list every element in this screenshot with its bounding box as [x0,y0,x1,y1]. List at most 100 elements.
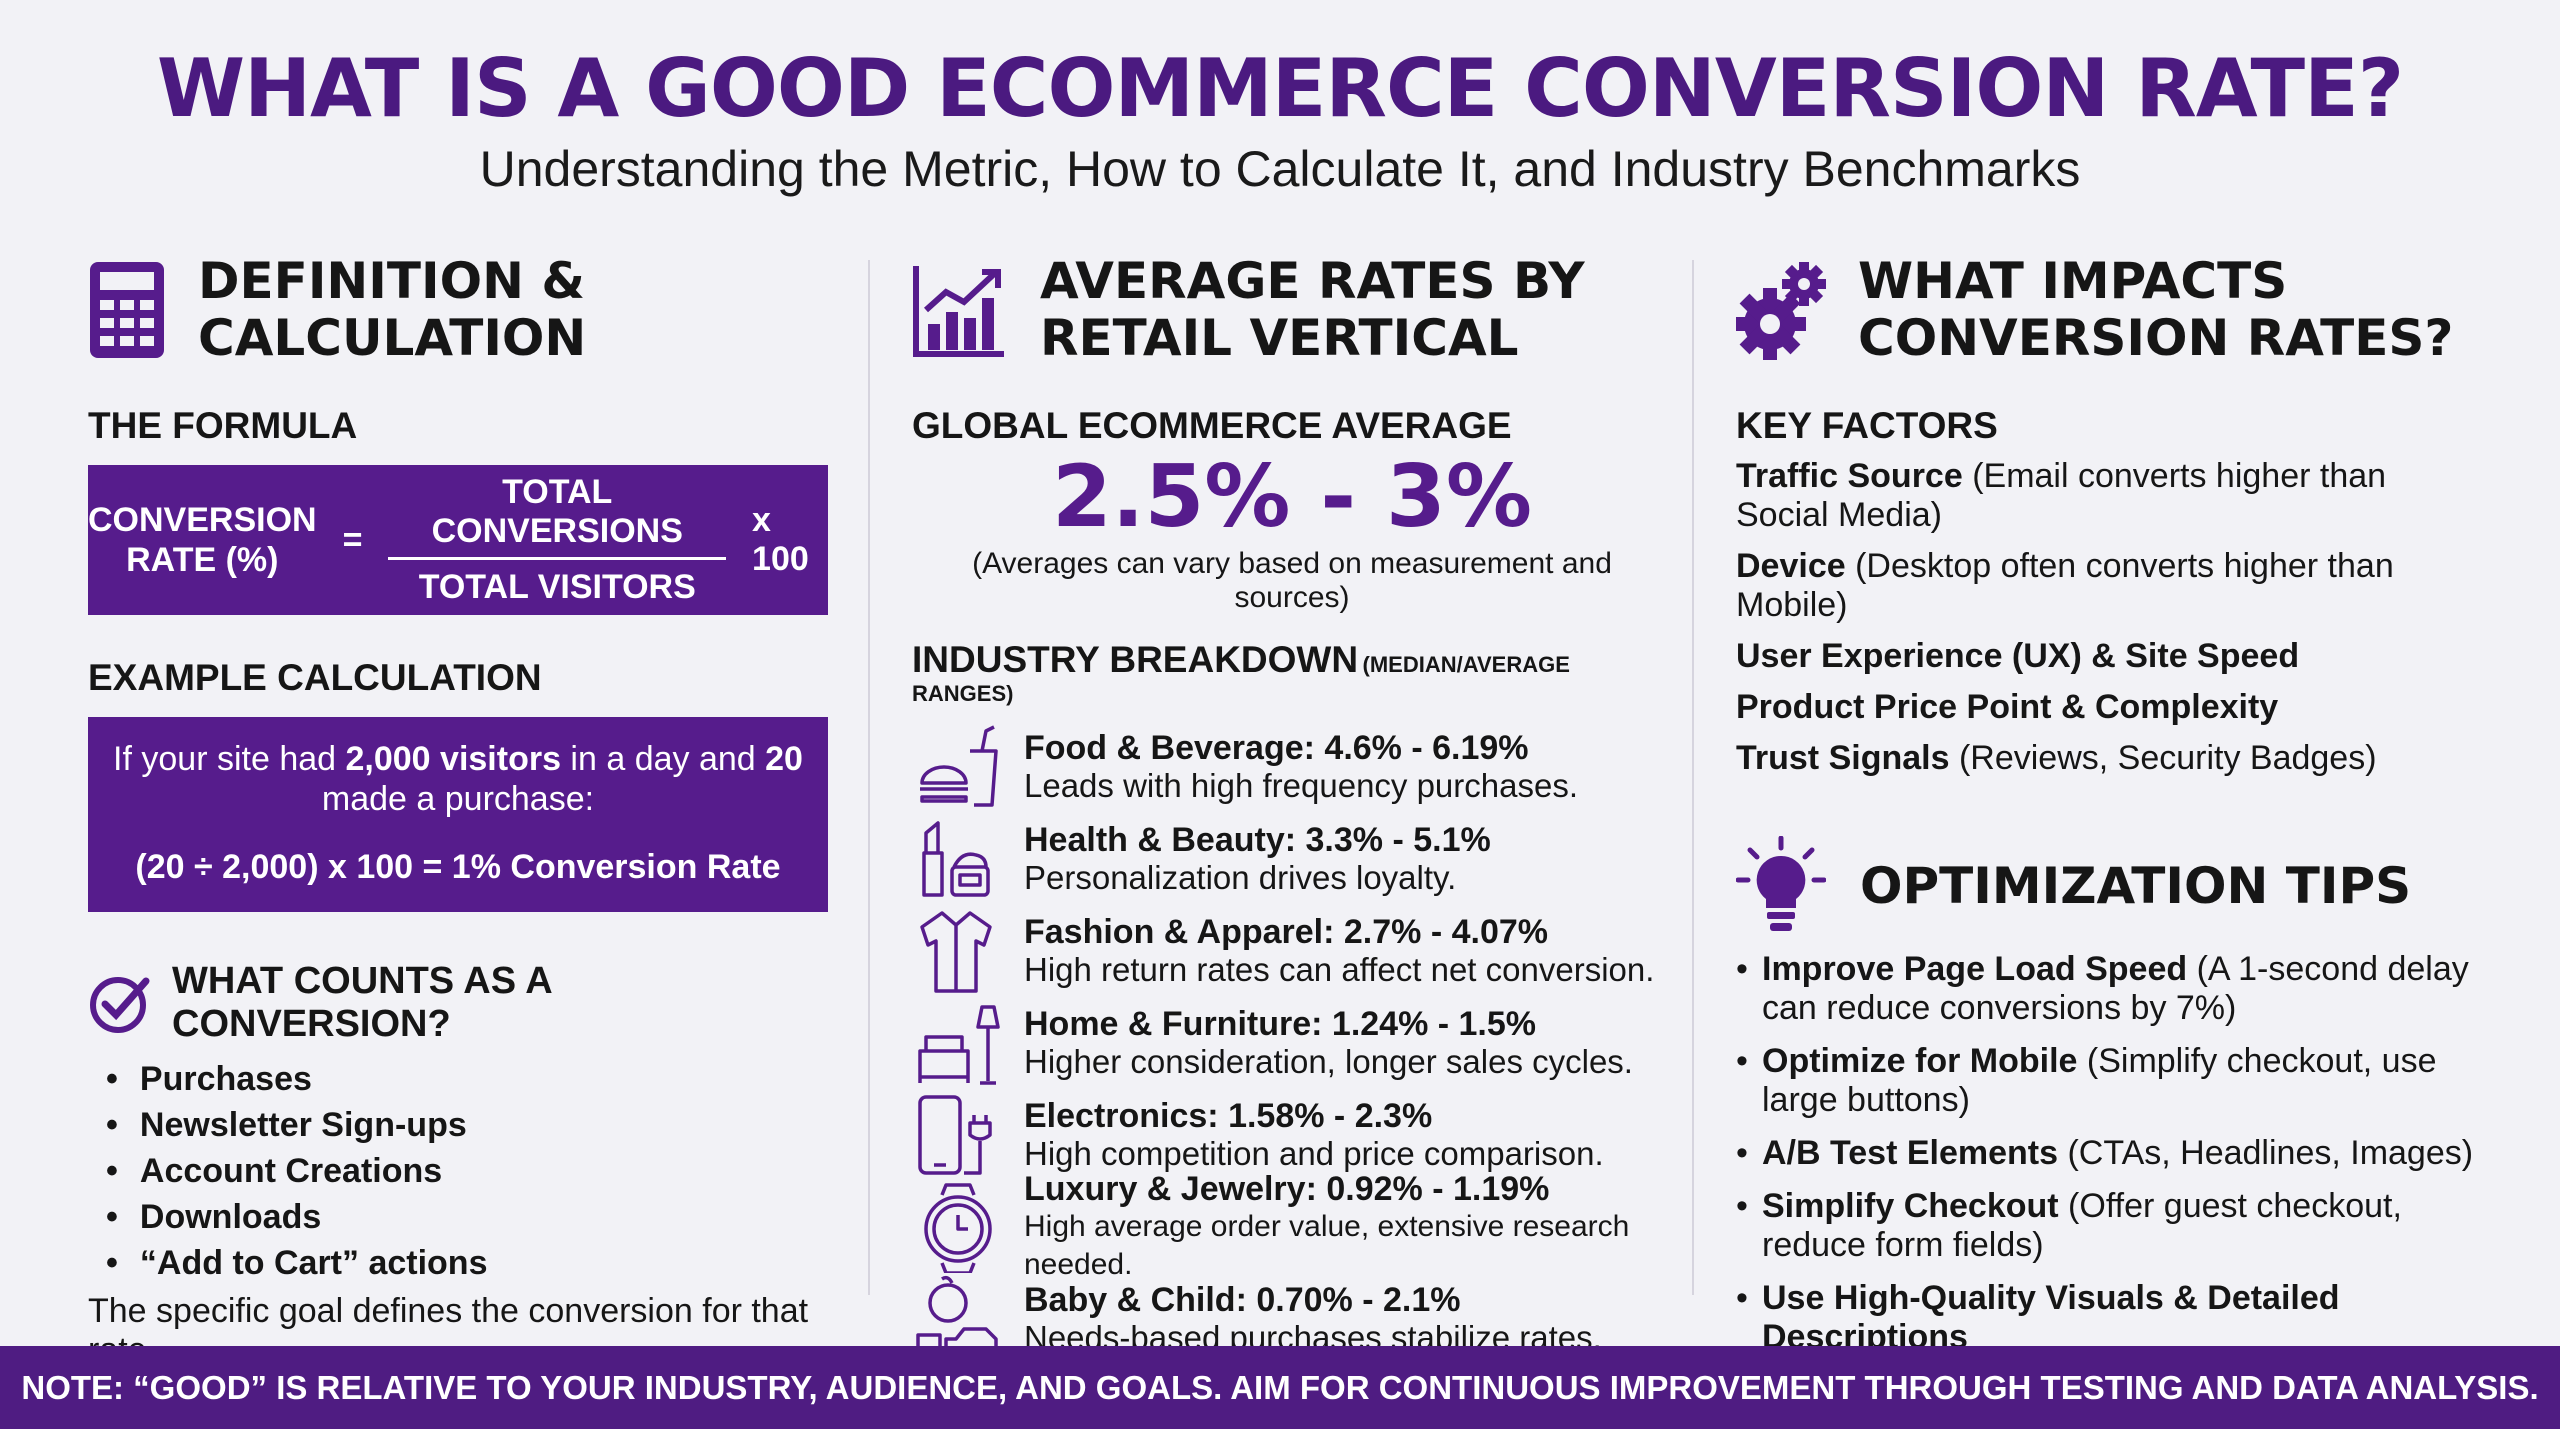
formula-multiplier: x 100 [752,501,809,578]
industry-range: 0.70% - 2.1% [1256,1281,1461,1319]
conversion-type-label: Newsletter Sign-ups [139,1106,467,1144]
conversion-type-item: • Downloads [106,1198,322,1236]
tip-title: Improve Page Load Speed [1762,950,2188,988]
lipstick-cream-icon [912,813,1004,905]
definition-section: DEFINITION & CALCULATION THE FORMULA CONV… [88,252,828,1370]
industry-name: Baby & Child: [1024,1281,1247,1319]
industry-desc: Personalization drives loyalty. [1024,859,1457,896]
section-heading: CONVERSION RATES? [1858,309,2454,367]
conversion-type-item: • Newsletter Sign-ups [106,1106,467,1144]
global-heading: GLOBAL ECOMMERCE AVERAGE [912,405,1512,446]
section-heading: DEFINITION & [198,252,585,310]
key-factor: User Experience (UX) & Site Speed [1736,637,2476,676]
industry-item: Health & Beauty: 3.3% - 5.1% Personaliza… [912,813,1672,905]
gears-icon [1736,260,1826,360]
industry-range: 4.6% - 6.19% [1324,729,1529,767]
sofa-lamp-icon [912,997,1004,1089]
industry-name: Health & Beauty: [1024,821,1297,859]
example-result: (20 ÷ 2,000) x 100 = 1% Conversion Rate [135,848,781,886]
formula-denominator: TOTAL VISITORS [418,568,696,606]
watch-icon [912,1181,1004,1273]
phone-plug-icon [912,1089,1004,1181]
section-heading: AVERAGE RATES BY [1040,252,1585,310]
tip-title: Optimize for Mobile [1762,1042,2078,1080]
optimization-tip: • Improve Page Load Speed (A 1-second del… [1736,950,2469,1027]
formula-equals: = [342,520,363,559]
bar-chart-growth-icon [912,262,1008,358]
industry-name: Fashion & Apparel: [1024,913,1335,951]
industry-range: 3.3% - 5.1% [1305,821,1491,859]
tip-title: Simplify Checkout [1762,1187,2059,1225]
industry-desc: High return rates can affect net convers… [1024,951,1655,988]
industry-item: Home & Furniture: 1.24% - 1.5% Higher co… [912,997,1672,1089]
factors-heading: KEY FACTORS [1736,405,1998,446]
optimization-tip: • A/B Test Elements (CTAs, Headlines, Ima… [1736,1134,2474,1172]
tip-detail: (Offer guest checkout, reduce form field… [1762,1187,2402,1264]
tips-heading: OPTIMIZATION TIPS [1860,857,2412,915]
factor-title: Product Price Point & Complexity [1736,688,2279,726]
conversion-type-label: “Add to Cart” actions [139,1244,488,1282]
industry-item: Electronics: 1.58% - 2.3% High competiti… [912,1089,1672,1181]
example-text: in a day and [560,740,766,778]
optimization-tip: • Optimize for Mobile (Simplify checkout,… [1736,1042,2437,1119]
counts-heading: WHAT COUNTS AS A CONVERSION? [172,960,552,1045]
averages-section: AVERAGE RATES BY RETAIL VERTICAL GLOBAL E… [912,252,1672,1365]
factor-title: User Experience (UX) & Site Speed [1736,637,2300,675]
industry-desc: High average order value, extensive rese… [1024,1210,1630,1281]
formula-numerator: TOTAL CONVERSIONS [388,473,727,560]
industry-range: 2.7% - 4.07% [1343,913,1549,951]
example-text: made a purchase: [321,780,595,818]
example-heading: EXAMPLE CALCULATION [88,657,542,698]
industry-range: 1.24% - 1.5% [1331,1005,1537,1043]
industry-item: Food & Beverage: 4.6% - 6.19% Leads with… [912,721,1672,813]
column-divider [868,260,870,1295]
tip-detail: (A 1-second delay can reduce conversions… [1762,950,2469,1027]
factor-title: Device [1736,547,1846,585]
tip-title: A/B Test Elements [1762,1134,2059,1172]
factor-title: Traffic Source [1736,457,1963,495]
tip-detail: (CTAs, Headlines, Images) [2058,1134,2474,1172]
section-heading: WHAT IMPACTS [1858,252,2288,310]
page-title: WHAT IS A GOOD ECOMMERCE CONVERSION RATE… [156,42,2404,135]
formula-heading: THE FORMULA [88,405,358,446]
formula-lhs: RATE (%) [126,541,279,579]
global-note: (Averages can vary based on measurement … [972,547,1612,614]
page-subtitle: Understanding the Metric, How to Calcula… [479,141,2081,197]
key-factor: Product Price Point & Complexity [1736,688,2476,727]
industry-desc: Higher consideration, longer sales cycle… [1024,1043,1633,1080]
global-value: 2.5% - 3% [1051,447,1533,547]
check-circle-icon [88,973,152,1033]
formula-lhs: CONVERSION [88,501,317,539]
industry-name: Electronics: [1024,1097,1219,1135]
optimization-tip: • Simplify Checkout (Offer guest checkout… [1736,1187,2402,1264]
industry-desc: Leads with high frequency purchases. [1024,767,1579,804]
factor-detail: (Email converts higher than Social Media… [1736,457,2387,534]
factor-title: Trust Signals [1736,739,1950,777]
industry-range: 1.58% - 2.3% [1228,1097,1433,1135]
conversion-type-label: Downloads [139,1198,322,1236]
conversion-type-item: • Account Creations [106,1152,443,1190]
key-factor: Device (Desktop often converts higher th… [1736,547,2476,625]
example-text: If your site had [113,740,346,778]
industry-range: 0.92% - 1.19% [1326,1170,1550,1208]
tip-detail: (Simplify checkout, use large buttons) [1762,1042,2437,1119]
breakdown-heading: INDUSTRY BREAKDOWN [912,639,1359,680]
calculator-icon [88,260,166,360]
industry-item: Luxury & Jewelry: 0.92% - 1.19% High ave… [912,1170,1672,1281]
formula-box: CONVERSION RATE (%) = TOTAL CONVERSIONS TO… [88,465,828,615]
industry-name: Home & Furniture: [1024,1005,1323,1043]
section-heading: CALCULATION [198,309,587,367]
conversion-type-item: • Purchases [106,1060,312,1098]
key-factor: Traffic Source (Email converts higher th… [1736,457,2476,535]
footer-note: NOTE: “GOOD” IS RELATIVE TO YOUR INDUSTR… [0,1346,2560,1429]
conversion-type-label: Purchases [139,1060,312,1098]
tip-title: Use High-Quality Visuals & Detailed Desc… [1762,1279,2340,1356]
conversion-type-label: Account Creations [139,1152,443,1190]
conversion-type-item: • “Add to Cart” actions [106,1244,488,1282]
breakdown-note: (MEDIAN/AVERAGE RANGES) [912,652,1570,706]
factor-detail: (Desktop often converts higher than Mobi… [1736,547,2394,624]
shirt-icon [912,905,1004,997]
impacts-section: WHAT IMPACTS CONVERSION RATES? KEY FACTOR… [1736,252,2476,1371]
column-divider [1692,260,1694,1295]
industry-name: Luxury & Jewelry: [1024,1170,1317,1208]
